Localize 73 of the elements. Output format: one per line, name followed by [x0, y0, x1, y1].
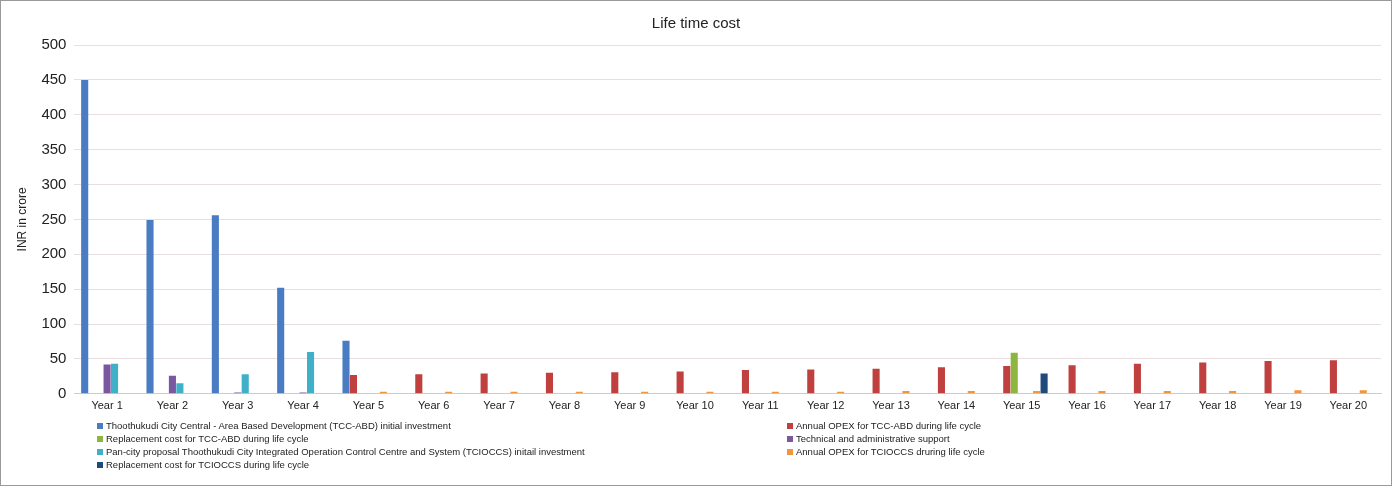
bar	[611, 372, 619, 394]
bar	[1329, 360, 1337, 394]
x-tick-label: Year 17	[1133, 399, 1172, 412]
x-tick-label: Year 3	[222, 399, 254, 412]
y-tick-label: 300	[41, 174, 67, 192]
bar	[872, 368, 880, 394]
x-tick-label: Year 9	[614, 399, 646, 412]
y-axis-title: INR in crore	[14, 187, 29, 252]
legend-label: Replacement cost for TCIOCCS during life cycle	[106, 458, 310, 471]
bar	[81, 79, 89, 394]
x-tick-label: Year 20	[1329, 399, 1368, 412]
x-tick-label: Year 16	[1068, 399, 1106, 412]
bar	[176, 383, 184, 394]
legend-label: Pan-city proposal Thoothukudi City Integrated Operation Control Centre and System (TCIOCCS) initail investment	[106, 445, 585, 458]
chart-title: Life time cost	[651, 14, 742, 32]
bar	[1294, 390, 1302, 394]
bar	[480, 373, 488, 394]
bar	[1010, 352, 1018, 394]
legend-label: Annual OPEX for TCC-ABD during life cycle	[796, 419, 982, 432]
y-tick-label: 150	[41, 279, 67, 297]
x-tick-label: Year 12	[806, 399, 845, 412]
x-tick-label: Year 11	[742, 399, 779, 412]
x-tick-label: Year 14	[937, 399, 976, 412]
bar	[1040, 373, 1048, 394]
x-tick-label: Year 1	[91, 399, 123, 412]
bar	[1264, 361, 1272, 394]
bar	[1098, 391, 1106, 394]
legend-label: Annual OPEX for TCIOCCS druring life cycle	[796, 445, 985, 458]
y-tick-label: 250	[41, 209, 67, 227]
bar	[349, 374, 358, 394]
bar	[342, 340, 350, 394]
y-tick-label: 500	[41, 35, 67, 53]
bar	[807, 369, 815, 394]
x-tick-label: Year 4	[287, 399, 319, 412]
bar	[902, 391, 910, 394]
bar	[111, 363, 119, 394]
bar	[415, 374, 423, 394]
x-tick-label: Year 7	[483, 399, 515, 412]
bar	[146, 220, 154, 394]
bar	[241, 374, 249, 394]
x-tick-label: Year 18	[1198, 399, 1237, 412]
bar	[1359, 390, 1367, 394]
bar	[211, 215, 219, 394]
bar	[277, 287, 285, 394]
x-tick-label: Year 19	[1264, 399, 1302, 412]
bar	[1133, 363, 1141, 394]
bar	[1068, 365, 1076, 394]
y-tick-label: 200	[41, 244, 67, 262]
bar	[168, 375, 176, 394]
x-tick-label: Year 6	[418, 399, 450, 412]
x-tick-label: Year 5	[352, 399, 385, 412]
y-tick-label: 400	[41, 104, 67, 122]
x-tick-label: Year 10	[676, 399, 714, 412]
legend-label: Technical and administrative support	[796, 432, 950, 445]
y-tick-label: 350	[41, 139, 67, 157]
legend-label: Thoothukudi City Central - Area Based Development (TCC-ABD) initial investment	[106, 419, 451, 432]
y-tick-label: 0	[58, 383, 67, 401]
bar	[307, 351, 315, 394]
bar	[545, 372, 554, 394]
x-tick-label: Year 13	[872, 399, 910, 412]
bar	[1199, 362, 1207, 394]
bar	[741, 370, 749, 394]
y-tick-label: 100	[41, 314, 67, 332]
bar	[103, 364, 111, 394]
x-tick-label: Year 2	[156, 399, 189, 412]
bar	[676, 371, 684, 394]
bar	[937, 367, 945, 394]
bar	[1003, 365, 1011, 394]
legend-label: Replacement cost for TCC-ABD during life cycle	[106, 432, 309, 445]
y-tick-label: 450	[41, 70, 67, 88]
x-tick-label: Year 15	[1002, 399, 1041, 412]
y-tick-label: 50	[49, 349, 67, 367]
x-tick-label: Year 8	[548, 399, 581, 412]
